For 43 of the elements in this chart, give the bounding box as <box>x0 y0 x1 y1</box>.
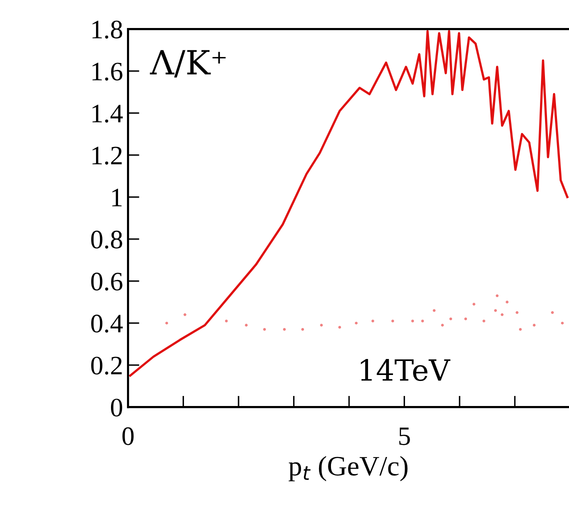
point <box>472 302 476 306</box>
point <box>244 324 248 327</box>
point <box>391 320 394 322</box>
point <box>560 322 564 324</box>
point <box>165 322 168 324</box>
point <box>338 326 342 329</box>
point <box>283 328 286 331</box>
y-tick-label: 1.2 <box>92 146 122 165</box>
point <box>494 309 497 312</box>
point <box>464 317 468 320</box>
x-tick-label: 5 <box>399 428 410 446</box>
y-tick-label: 0 <box>110 398 122 417</box>
y-tick-label: 1.8 <box>92 20 122 39</box>
point <box>432 309 436 312</box>
point <box>421 320 424 322</box>
x-axis-title: p$_{t}$ (GeV/c) <box>288 456 408 482</box>
y-tick-label: 0.8 <box>91 230 122 249</box>
y-tick-label: 1.4 <box>92 104 123 123</box>
annotation: Λ/K⁺ <box>150 50 226 78</box>
point <box>371 320 374 322</box>
point <box>225 320 228 322</box>
point <box>532 324 536 327</box>
point <box>551 311 554 314</box>
point <box>441 324 444 327</box>
y-tick-label: 1.6 <box>92 62 122 81</box>
point <box>500 313 504 316</box>
point <box>301 328 304 331</box>
point <box>496 294 499 298</box>
annotation: 14TeV <box>360 358 450 382</box>
point <box>354 322 358 324</box>
point <box>184 313 186 316</box>
y-tick-label: 0.6 <box>91 272 122 291</box>
y-tick-label: 0.4 <box>91 314 123 333</box>
y-tick-label: 1 <box>112 188 122 206</box>
point <box>411 320 414 322</box>
point <box>320 324 323 327</box>
point <box>506 300 508 304</box>
point <box>449 317 452 320</box>
point <box>518 328 522 331</box>
point <box>263 328 266 331</box>
point <box>482 320 486 322</box>
y-tick-label: 0.2 <box>91 356 122 375</box>
point <box>516 311 518 314</box>
